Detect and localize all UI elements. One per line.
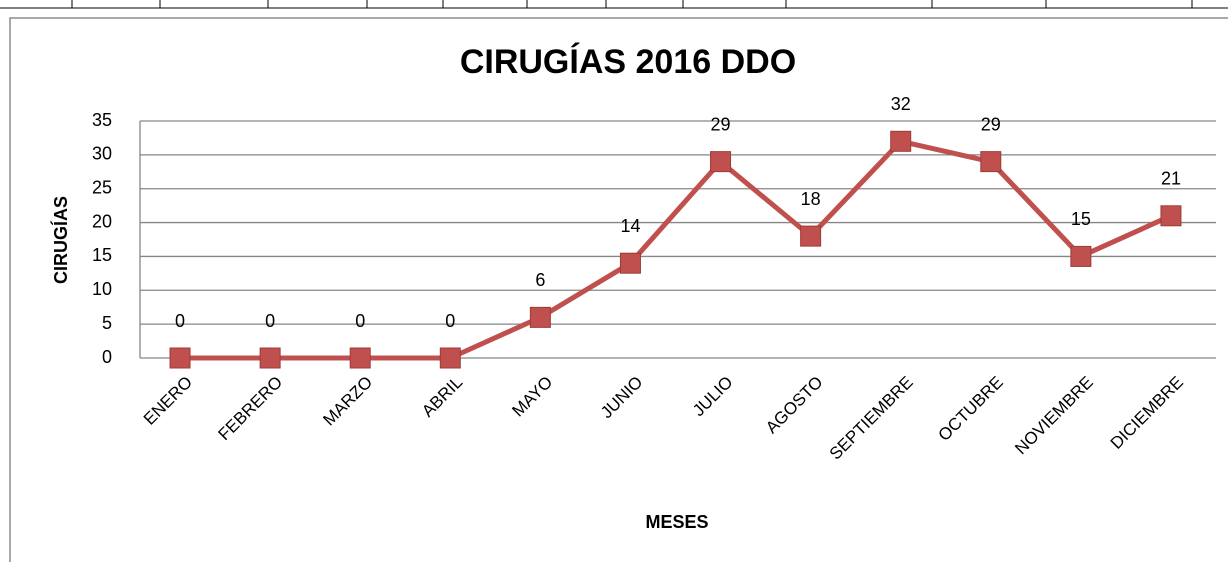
chart-frame	[9, 17, 1228, 562]
x-tick-label: MAYO	[508, 373, 556, 421]
x-tick-label: DICIEMBRE	[1107, 373, 1187, 453]
data-label: 15	[1071, 209, 1091, 229]
x-tick-label: SEPTIEMBRE	[826, 373, 917, 464]
chart-title: CIRUGÍAS 2016 DDO	[460, 43, 796, 81]
y-tick-label: 15	[92, 245, 112, 265]
x-tick-label: JUNIO	[597, 373, 646, 422]
data-label: 32	[891, 94, 911, 114]
y-tick-label: 30	[92, 144, 112, 164]
marker	[980, 151, 1002, 173]
y-axis-title: CIRUGÍAS	[50, 196, 71, 284]
x-axis-title: MESES	[645, 512, 708, 532]
data-line	[180, 138, 1172, 361]
marker	[349, 347, 371, 369]
marker	[169, 347, 191, 369]
y-tick-label: 20	[92, 211, 112, 231]
marker	[529, 306, 551, 328]
y-tick-label: 10	[92, 279, 112, 299]
marker	[1070, 245, 1092, 267]
x-tick-label: NOVIEMBRE	[1011, 373, 1097, 459]
data-label: 0	[265, 311, 275, 331]
data-label: 14	[620, 216, 640, 236]
data-label: 29	[981, 114, 1001, 134]
x-tick-label: FEBRERO	[215, 373, 287, 445]
y-tick-label: 5	[102, 313, 112, 333]
x-tick-label: ENERO	[140, 373, 196, 429]
x-tick-label: JULIO	[689, 373, 737, 421]
y-tick-label: 25	[92, 177, 112, 197]
y-tick-label: 35	[92, 110, 112, 130]
y-tick-label: 0	[102, 347, 112, 367]
data-label: 21	[1161, 169, 1181, 189]
spreadsheet-borders	[0, 0, 1228, 9]
x-tick-label: ABRIL	[418, 373, 466, 421]
marker	[1160, 205, 1182, 227]
marker	[890, 130, 912, 152]
marker	[800, 225, 822, 247]
x-tick-label: MARZO	[319, 373, 376, 430]
data-label: 6	[535, 270, 545, 290]
marker	[710, 151, 732, 173]
data-label: 0	[445, 311, 455, 331]
x-tick-label: OCTUBRE	[935, 373, 1007, 445]
marker	[439, 347, 461, 369]
data-label: 29	[711, 114, 731, 134]
x-tick-label: AGOSTO	[762, 373, 827, 438]
data-label: 0	[355, 311, 365, 331]
data-label: 0	[175, 311, 185, 331]
data-label: 18	[801, 189, 821, 209]
marker	[259, 347, 281, 369]
marker	[619, 252, 641, 274]
